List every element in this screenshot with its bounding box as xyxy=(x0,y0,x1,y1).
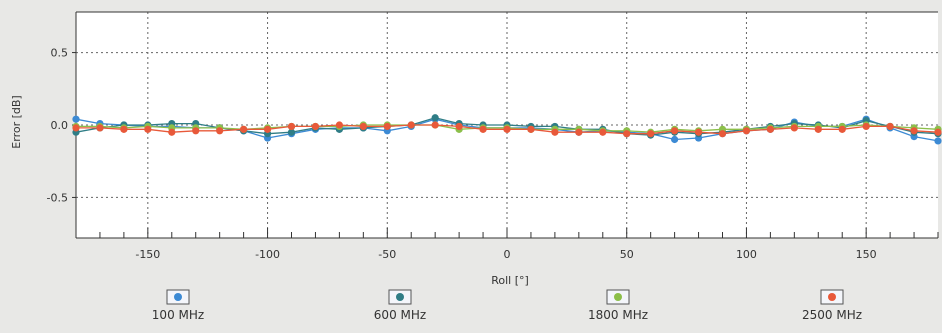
x-axis-title: Roll [°] xyxy=(491,274,529,287)
data-point-2500-mhz xyxy=(910,127,918,135)
data-point-600-mhz xyxy=(431,114,439,122)
data-point-2500-mhz xyxy=(455,122,463,131)
data-point-2500-mhz xyxy=(72,124,80,132)
data-point-2500-mhz xyxy=(814,125,822,133)
data-point-2500-mhz xyxy=(359,122,367,131)
legend: 100 MHz 600 MHz 1800 MHz 2500 MHz xyxy=(152,289,862,322)
data-point-2500-mhz xyxy=(479,125,487,133)
data-point-2500-mhz xyxy=(718,130,727,138)
data-point-2500-mhz xyxy=(287,122,296,131)
series-layer xyxy=(72,114,942,145)
data-point-2500-mhz xyxy=(311,122,320,131)
data-point-2500-mhz xyxy=(263,125,272,133)
label-layer: Roll [°] Error [dB] -150 -100 -50 0 50 100 150… xyxy=(10,47,877,287)
data-point-2500-mhz xyxy=(216,127,224,135)
legend-marker-600-mhz xyxy=(396,293,404,301)
data-point-2500-mhz xyxy=(527,125,535,133)
data-point-2500-mhz xyxy=(934,128,942,136)
data-point-2500-mhz xyxy=(647,130,655,138)
data-point-2500-mhz xyxy=(694,128,703,136)
legend-label-1800-mhz: 1800 MHz xyxy=(588,308,648,322)
x-tick-label-1: -100 xyxy=(255,248,280,261)
data-point-2500-mhz xyxy=(551,128,559,136)
data-point-2500-mhz xyxy=(120,125,128,133)
data-point-2500-mhz xyxy=(431,121,439,129)
data-point-2500-mhz xyxy=(240,125,248,133)
data-point-2500-mhz xyxy=(383,122,391,131)
data-point-2500-mhz xyxy=(407,121,415,129)
legend-item-2500-mhz: 2500 MHz xyxy=(802,289,862,322)
data-point-2500-mhz xyxy=(192,127,200,135)
data-point-2500-mhz xyxy=(766,125,774,133)
legend-marker-2500-mhz xyxy=(828,293,836,301)
data-point-2500-mhz xyxy=(168,128,176,136)
legend-label-2500-mhz: 2500 MHz xyxy=(802,308,862,322)
data-point-100-mhz xyxy=(671,135,679,144)
legend-item-100-mhz: 100 MHz xyxy=(152,289,204,322)
data-point-2500-mhz xyxy=(144,125,152,133)
data-point-2500-mhz xyxy=(790,124,798,132)
x-tick-label-4: 50 xyxy=(620,248,634,261)
data-point-2500-mhz xyxy=(742,127,751,135)
data-point-2500-mhz xyxy=(886,122,894,131)
data-point-2500-mhz xyxy=(838,125,846,133)
legend-label-600-mhz: 600 MHz xyxy=(374,308,426,322)
x-tick-label-3: 0 xyxy=(504,248,511,261)
x-tick-label-6: 150 xyxy=(856,248,877,261)
y-tick-label-0: 0.5 xyxy=(51,47,69,60)
data-point-2500-mhz xyxy=(862,122,870,131)
data-point-2500-mhz xyxy=(503,125,511,133)
y-tick-label-1: 0.0 xyxy=(51,119,69,132)
data-point-100-mhz xyxy=(934,137,942,145)
data-point-2500-mhz xyxy=(335,121,343,129)
data-point-2500-mhz xyxy=(575,128,583,136)
x-tick-label-5: 100 xyxy=(736,248,757,261)
legend-label-100-mhz: 100 MHz xyxy=(152,308,204,322)
data-point-100-mhz xyxy=(72,115,80,123)
legend-marker-100-mhz xyxy=(174,293,182,301)
data-point-2500-mhz xyxy=(96,124,104,132)
x-tick-label-0: -150 xyxy=(135,248,160,261)
legend-marker-1800-mhz xyxy=(614,293,622,301)
y-axis-title: Error [dB] xyxy=(10,95,23,148)
y-tick-label-2: -0.5 xyxy=(47,191,68,204)
data-point-600-mhz xyxy=(287,128,296,136)
legend-item-600-mhz: 600 MHz xyxy=(374,289,426,322)
data-point-2500-mhz xyxy=(623,130,631,138)
x-tick-label-2: -50 xyxy=(378,248,396,261)
data-point-2500-mhz xyxy=(671,127,679,135)
legend-item-1800-mhz: 1800 MHz xyxy=(588,289,648,322)
data-point-2500-mhz xyxy=(599,128,607,136)
